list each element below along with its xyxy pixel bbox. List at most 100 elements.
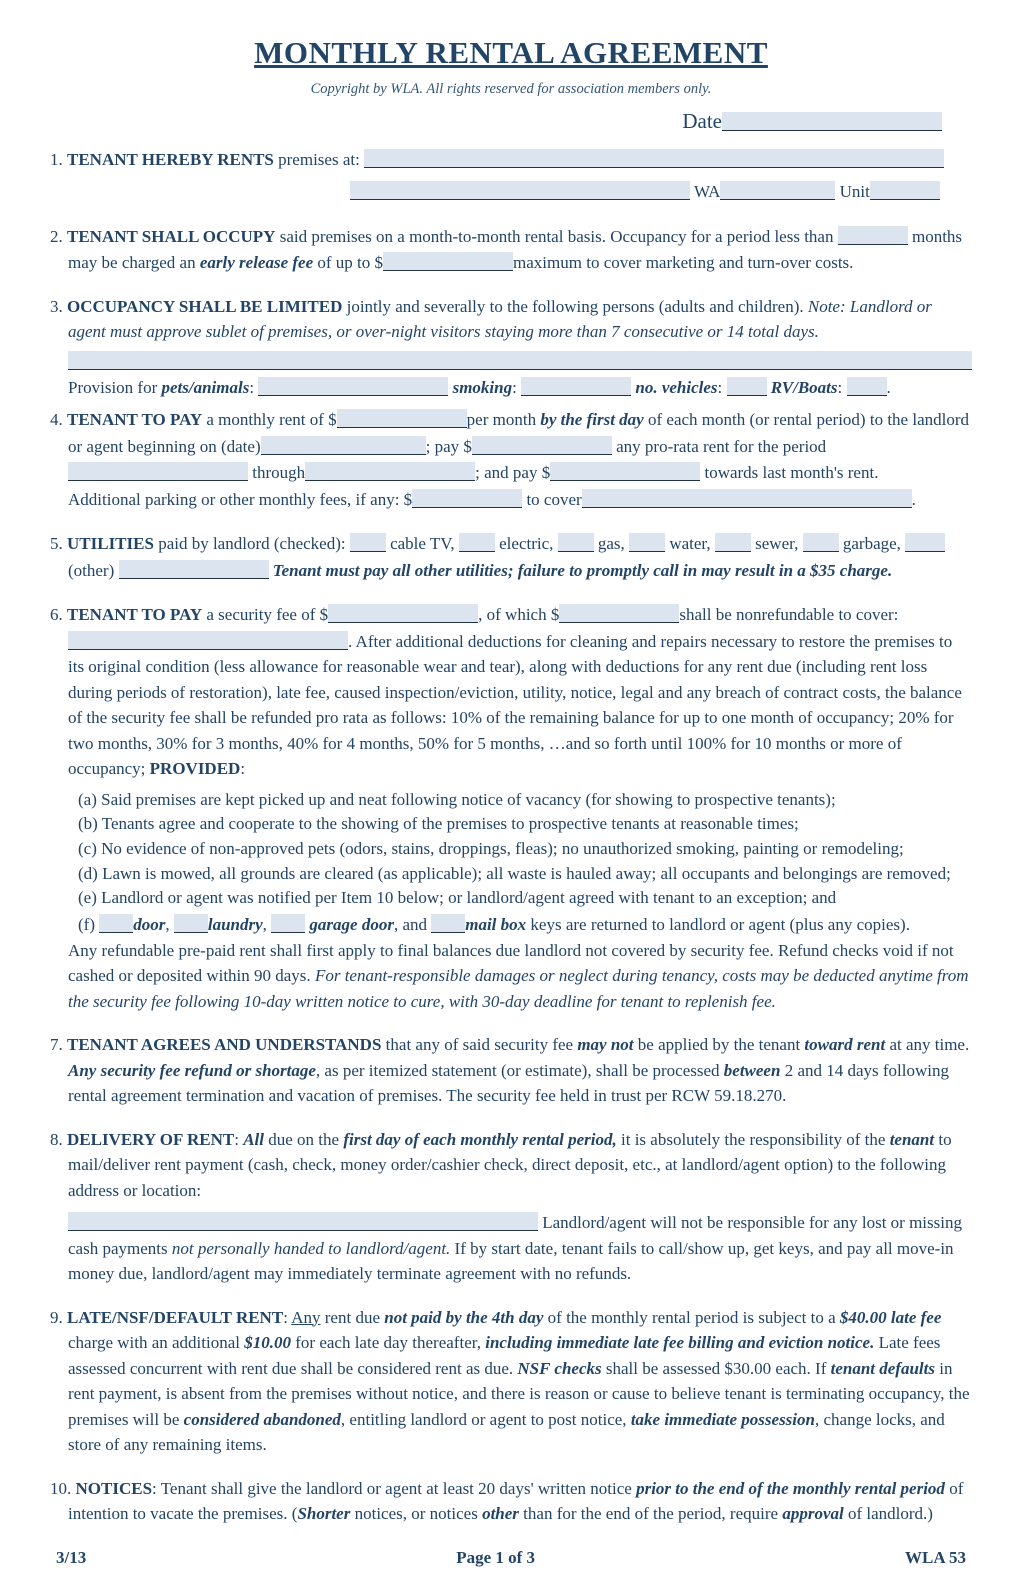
period-from-field[interactable] (68, 462, 248, 481)
c3-pets-pre: Provision for (68, 378, 162, 397)
clause-7: 7. TENANT AGREES AND UNDERSTANDS that an… (50, 1032, 972, 1109)
rent-field[interactable] (337, 409, 467, 428)
util-sewer-check[interactable] (715, 533, 751, 552)
c9-tdef: tenant defaults (831, 1359, 935, 1378)
clause-2-heading: TENANT SHALL OCCUPY (67, 227, 275, 246)
months-field[interactable] (838, 226, 908, 245)
c7-d: Any security fee refund or shortage (68, 1061, 316, 1080)
date-field[interactable] (722, 112, 942, 131)
c6-door: door (133, 915, 165, 934)
c9-tip: take immediate possession (631, 1410, 815, 1429)
clause-4-heading: TENANT TO PAY (67, 410, 202, 429)
c2-c: of up to $ (313, 253, 383, 272)
util-water: water, (669, 534, 710, 553)
c7-c: at any time. (885, 1035, 969, 1054)
c8-first: first day of each monthly rental period, (343, 1130, 616, 1149)
clause-9: 9. LATE/NSF/DEFAULT RENT: Any rent due n… (50, 1305, 972, 1458)
clause-10: 10. NOTICES: Tenant shall give the landl… (50, 1476, 972, 1527)
cover-nonref-field[interactable] (68, 631, 348, 650)
c8-c: it is absolutely the responsibility of t… (617, 1130, 890, 1149)
util-garbage-check[interactable] (803, 533, 839, 552)
prorata-field[interactable] (472, 436, 612, 455)
c10-other: other (482, 1504, 519, 1523)
util-electric: electric, (499, 534, 553, 553)
early-fee-field[interactable] (383, 252, 513, 271)
c7-e: , as per itemized statement (or estimate… (316, 1061, 724, 1080)
clause-8-num: 8. (50, 1130, 63, 1149)
zip-field[interactable] (720, 181, 835, 200)
c10-a: : Tenant shall give the landlord or agen… (152, 1479, 636, 1498)
footer-center: Page 1 of 3 (456, 1545, 535, 1571)
c10-prior: prior to the end of the monthly rental p… (636, 1479, 945, 1498)
delivery-address-field[interactable] (68, 1212, 538, 1231)
c4-e: ; pay $ (426, 437, 472, 456)
document-page: MONTHLY RENTAL AGREEMENT Copyright by WL… (20, 20, 1002, 1574)
parking-fee-field[interactable] (412, 489, 522, 508)
laundry-key-field[interactable] (174, 914, 208, 933)
mailbox-key-field[interactable] (431, 914, 465, 933)
lastmonth-field[interactable] (550, 462, 700, 481)
c6-b: , of which $ (478, 605, 559, 624)
util-other-check[interactable] (905, 533, 945, 552)
state-label: WA (694, 182, 720, 201)
c9-g: shall be assessed $30.00 each. If (602, 1359, 831, 1378)
clause-8-heading: DELIVERY OF RENT (67, 1130, 234, 1149)
c6-refund: Any refundable pre-paid rent shall first… (50, 938, 972, 1015)
util-other-field[interactable] (119, 560, 269, 579)
c9-e: for each late day thereafter, (291, 1333, 485, 1352)
garage-key-field[interactable] (271, 914, 305, 933)
c7-b: be applied by the tenant (634, 1035, 805, 1054)
c9-i: , entitling landlord or agent to post no… (341, 1410, 631, 1429)
clause-5: 5. UTILITIES paid by landlord (checked):… (50, 530, 972, 583)
c2-early: early release fee (200, 253, 313, 272)
c9-cab: considered abandoned (184, 1410, 341, 1429)
security-fee-field[interactable] (328, 604, 478, 623)
footer-right: WLA 53 (905, 1545, 966, 1571)
c3-smoking: smoking (453, 378, 513, 397)
c8-all: All (243, 1130, 264, 1149)
util-cable-check[interactable] (350, 533, 386, 552)
clause-8: 8. DELIVERY OF RENT: All due on the firs… (50, 1127, 972, 1204)
period-to-field[interactable] (305, 462, 475, 481)
c3-rv: RV/Boats (771, 378, 838, 397)
persons-field[interactable] (68, 351, 972, 370)
c6-laundry: laundry (208, 915, 263, 934)
clause-3-heading: OCCUPANCY SHALL BE LIMITED (67, 297, 342, 316)
c5-a: paid by landlord (checked): (154, 534, 350, 553)
c6-sf-pre: (f) (78, 915, 99, 934)
clause-4: 4. TENANT TO PAY a monthly rent of $per … (50, 406, 972, 512)
c6-mail: mail box (465, 915, 526, 934)
premises-field-2[interactable] (350, 181, 690, 200)
clause-7-heading: TENANT AGREES AND UNDERSTANDS (67, 1035, 381, 1054)
c5-note: Tenant must pay all other utilities; fai… (273, 561, 892, 580)
clause-1-heading: TENANT HEREBY RENTS (67, 150, 274, 169)
begin-date-field[interactable] (261, 436, 426, 455)
premises-field-1[interactable] (364, 149, 944, 168)
smoking-field[interactable] (521, 377, 631, 396)
c8-a: : (234, 1130, 243, 1149)
nonrefundable-field[interactable] (559, 604, 679, 623)
c4-bf: by the first day (540, 410, 643, 429)
util-water-check[interactable] (629, 533, 665, 552)
util-gas-check[interactable] (558, 533, 594, 552)
c6-sa: (a) Said premises are kept picked up and… (50, 788, 972, 813)
pets-field[interactable] (258, 377, 448, 396)
c10-d: than for the end of the period, require (519, 1504, 782, 1523)
vehicles-field[interactable] (727, 377, 767, 396)
rv-field[interactable] (847, 377, 887, 396)
c6-garage: garage door (309, 915, 394, 934)
c8-b: due on the (264, 1130, 343, 1149)
clause-10-heading: NOTICES (76, 1479, 153, 1498)
c10-c: notices, or notices (350, 1504, 482, 1523)
c6-sb: (b) Tenants agree and cooperate to the s… (50, 812, 972, 837)
c4-j: Additional parking or other monthly fees… (68, 490, 412, 509)
door-key-field[interactable] (99, 914, 133, 933)
cover-field[interactable] (582, 489, 912, 508)
unit-field[interactable] (870, 181, 940, 200)
c7-between: between (724, 1061, 781, 1080)
c4-b: per month (467, 410, 541, 429)
util-electric-check[interactable] (459, 533, 495, 552)
c6-sc: (c) No evidence of non-approved pets (od… (50, 837, 972, 862)
c7-toward: toward rent (804, 1035, 885, 1054)
c4-g: through (248, 463, 305, 482)
